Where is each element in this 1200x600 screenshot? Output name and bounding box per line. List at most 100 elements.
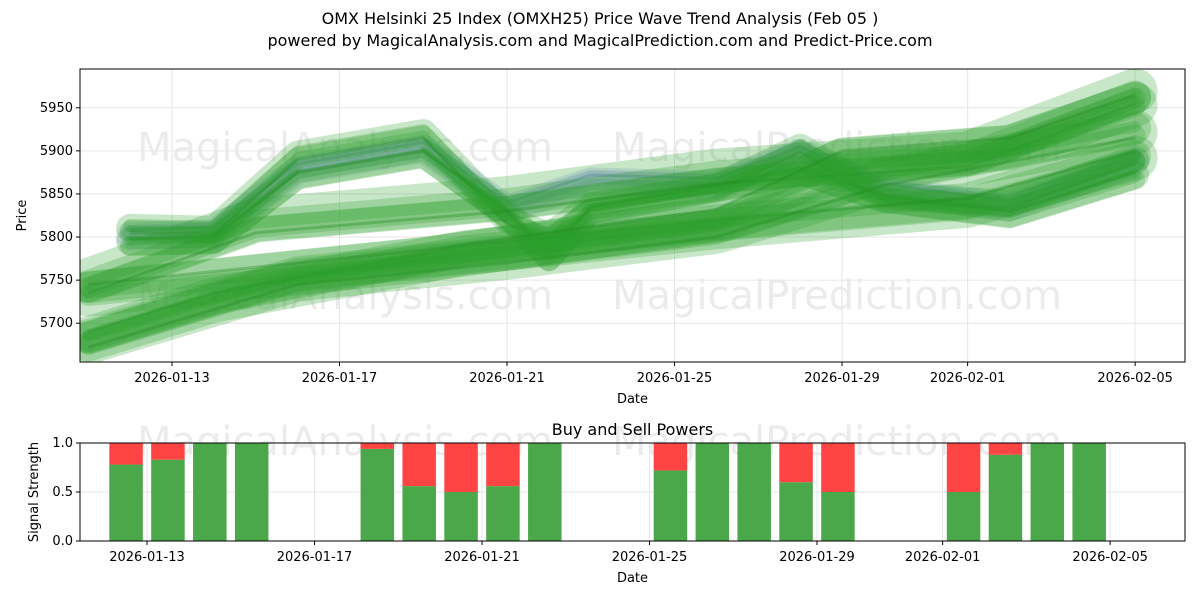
wave-band bbox=[80, 109, 1158, 362]
series-trend-band-3 bbox=[80, 109, 1158, 362]
x-tick-label: 2026-01-25 bbox=[612, 550, 688, 565]
wave-line bbox=[130, 140, 1136, 232]
buy-bar bbox=[360, 448, 395, 541]
sell-bar bbox=[821, 443, 855, 492]
wave-line bbox=[87, 136, 1136, 349]
x-tick-label: 2026-02-01 bbox=[905, 550, 981, 565]
x-tick-label: 2026-02-05 bbox=[1072, 550, 1148, 565]
x-tick-label: 2026-02-01 bbox=[930, 371, 1006, 386]
series-historical-green-band-1 bbox=[116, 119, 1150, 251]
y-tick-label: 0.5 bbox=[52, 485, 73, 500]
sell-bar bbox=[151, 443, 185, 460]
x-tick-label: 2026-01-21 bbox=[469, 371, 545, 386]
series-trend-band-1 bbox=[80, 69, 1158, 303]
x-axis-label: Date bbox=[617, 571, 648, 586]
wave-band bbox=[80, 112, 1152, 354]
wave-band bbox=[116, 139, 1150, 271]
wave-band bbox=[82, 97, 1141, 299]
wave-band bbox=[80, 81, 1152, 304]
watermark-text: MagicalPrediction.com bbox=[612, 125, 1062, 171]
wave-band bbox=[120, 148, 1146, 272]
y-tick-label: 0.0 bbox=[52, 534, 73, 549]
x-tick-label: 2026-01-21 bbox=[444, 550, 520, 565]
x-tick-label: 2026-01-13 bbox=[109, 550, 185, 565]
wave-line bbox=[88, 93, 1136, 286]
buy-bar bbox=[821, 492, 855, 541]
wave-band bbox=[80, 150, 1146, 352]
buy-bar bbox=[109, 464, 143, 541]
buy-bar bbox=[151, 459, 185, 541]
y-tick-label: 5850 bbox=[40, 187, 73, 202]
buy-bar bbox=[1072, 443, 1106, 541]
x-tick-label: 2026-01-25 bbox=[637, 371, 713, 386]
wave-line bbox=[130, 149, 1136, 256]
wave-band bbox=[80, 95, 1146, 306]
buy-bar bbox=[402, 486, 436, 541]
wave-band bbox=[80, 135, 1158, 362]
wave-band bbox=[80, 69, 1158, 303]
wave-band bbox=[82, 121, 1141, 342]
wave-band bbox=[120, 137, 1146, 245]
series-trend-band-2 bbox=[80, 135, 1158, 362]
buy-bar bbox=[486, 486, 520, 541]
buy-bar bbox=[988, 454, 1023, 541]
sell-bar bbox=[486, 443, 520, 487]
x-tick-label: 2026-01-29 bbox=[804, 371, 880, 386]
wave-line bbox=[87, 102, 1136, 295]
sell-bar bbox=[988, 443, 1023, 455]
wave-line bbox=[130, 136, 1136, 243]
y-tick-label: 5750 bbox=[40, 273, 73, 288]
wave-band bbox=[80, 80, 1152, 303]
wave-band bbox=[126, 130, 1139, 241]
x-axis-label: Date bbox=[617, 392, 648, 407]
buy-bar bbox=[1030, 443, 1065, 541]
buy-bar bbox=[193, 443, 227, 541]
wave-band bbox=[126, 150, 1139, 261]
sell-bar bbox=[360, 443, 395, 449]
buy-bar bbox=[444, 492, 478, 541]
buy-bar bbox=[234, 443, 269, 541]
chart-subtitle: powered by MagicalAnalysis.com and Magic… bbox=[267, 31, 933, 50]
sell-bar bbox=[946, 443, 981, 492]
y-tick-label: 1.0 bbox=[52, 436, 73, 451]
buy-bar bbox=[695, 443, 730, 541]
wave-band bbox=[80, 82, 1158, 317]
buy-bar bbox=[946, 492, 981, 541]
wave-band bbox=[82, 88, 1141, 289]
y-tick-label: 5700 bbox=[40, 316, 73, 331]
sell-bar bbox=[653, 443, 688, 471]
series-historical-green-band-2 bbox=[116, 139, 1150, 272]
buy-bar bbox=[528, 443, 562, 541]
wave-band bbox=[123, 138, 1142, 240]
wave-band bbox=[123, 148, 1142, 265]
sell-bar bbox=[109, 443, 143, 465]
y-tick-label: 5800 bbox=[40, 230, 73, 245]
x-tick-label: 2026-01-29 bbox=[779, 550, 855, 565]
buy-bar bbox=[737, 443, 771, 541]
wave-band bbox=[80, 87, 1146, 298]
wave-band bbox=[80, 124, 1146, 355]
x-tick-label: 2026-01-17 bbox=[302, 371, 378, 386]
y-axis-label: Signal Strength bbox=[27, 442, 42, 542]
watermark-text: MagicalPrediction.com bbox=[612, 273, 1062, 319]
wave-line bbox=[87, 149, 1136, 334]
wave-band bbox=[123, 124, 1142, 241]
y-tick-label: 5950 bbox=[40, 101, 73, 116]
sell-bar bbox=[779, 443, 813, 483]
watermark-text: MagicalAnalysis.com bbox=[137, 125, 553, 171]
price-plot-frame bbox=[79, 68, 1186, 363]
x-tick-label: 2026-02-05 bbox=[1097, 371, 1173, 386]
wave-band bbox=[116, 119, 1150, 251]
chart-title: OMX Helsinki 25 Index (OMXH25) Price Wav… bbox=[321, 9, 879, 28]
x-tick-label: 2026-01-17 bbox=[277, 550, 353, 565]
x-tick-label: 2026-01-13 bbox=[134, 371, 210, 386]
subplot-title: Buy and Sell Powers bbox=[552, 420, 714, 439]
sell-bar bbox=[444, 443, 478, 492]
wave-band bbox=[116, 134, 1150, 251]
wave-band bbox=[126, 145, 1139, 241]
sell-bar bbox=[402, 443, 436, 487]
wave-band bbox=[80, 140, 1152, 354]
series-historical-blue-band bbox=[116, 134, 1150, 251]
buy-bar bbox=[779, 482, 813, 541]
